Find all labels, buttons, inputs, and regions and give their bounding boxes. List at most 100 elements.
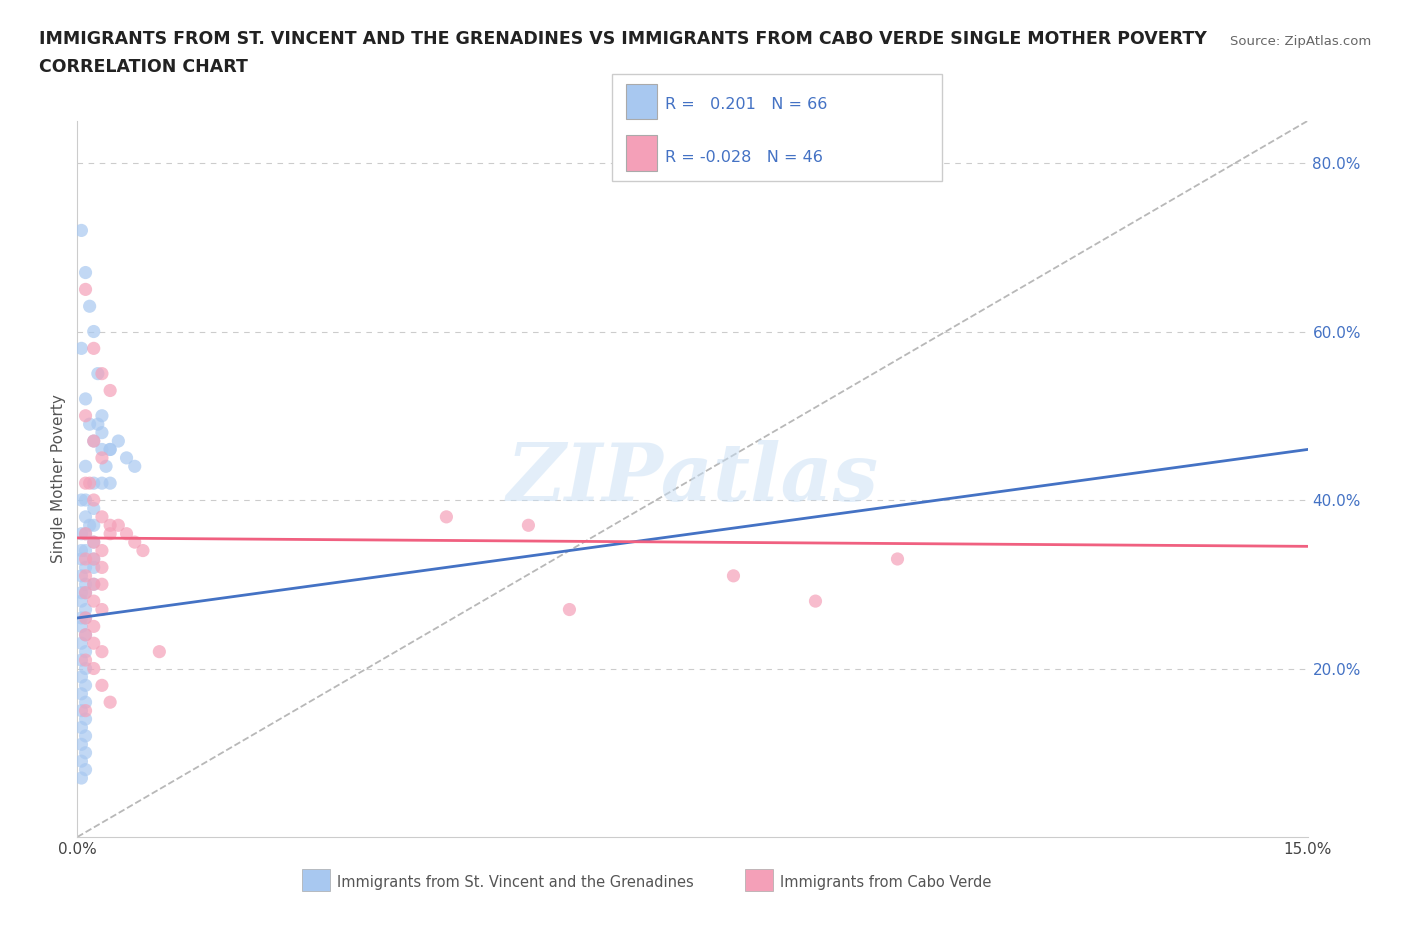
Text: IMMIGRANTS FROM ST. VINCENT AND THE GRENADINES VS IMMIGRANTS FROM CABO VERDE SIN: IMMIGRANTS FROM ST. VINCENT AND THE GREN… [39,30,1208,47]
Point [75,458,97,473]
Point [70,341,93,356]
Point [83,577,105,591]
Point [75,610,97,625]
Point [115,526,138,541]
Point [75,628,97,643]
Point [75,265,97,280]
Point [90,644,114,659]
Point [83,476,105,491]
Text: CORRELATION CHART: CORRELATION CHART [39,58,249,75]
Point [75,408,97,423]
Point [70,737,93,751]
Point [107,518,129,533]
Point [70,585,93,600]
Point [79,476,101,491]
Point [87,417,110,432]
Point [70,653,93,668]
Point [75,560,97,575]
Point [70,551,93,566]
Point [83,577,105,591]
Point [70,543,93,558]
Point [804,593,827,608]
Text: R = -0.028   N = 46: R = -0.028 N = 46 [665,150,823,166]
Point [70,593,93,608]
Point [70,610,93,625]
Point [90,560,114,575]
Text: Immigrants from Cabo Verde: Immigrants from Cabo Verde [780,875,991,890]
Point [75,644,97,659]
Point [83,518,105,533]
Point [90,678,114,693]
Point [79,518,101,533]
Point [70,493,93,508]
Point [75,392,97,406]
Point [79,299,101,313]
Point [83,433,105,448]
Point [98,442,121,457]
Point [83,341,105,356]
Point [98,476,121,491]
Point [83,619,105,634]
Point [517,518,540,533]
Point [124,458,146,473]
Text: Immigrants from St. Vincent and the Grenadines: Immigrants from St. Vincent and the Gren… [337,875,695,890]
Point [70,686,93,701]
Point [98,526,121,541]
Point [90,408,114,423]
Point [75,610,97,625]
Point [70,753,93,768]
Point [90,442,114,457]
Point [436,510,458,525]
Point [75,695,97,710]
Point [83,324,105,339]
Point [132,543,155,558]
Point [70,223,93,238]
Point [886,551,908,566]
Point [75,526,97,541]
Point [83,636,105,651]
Point [90,602,114,617]
Point [87,366,110,381]
Point [79,417,101,432]
Point [83,661,105,676]
Point [75,602,97,617]
Point [70,568,93,583]
Point [70,670,93,684]
Point [83,593,105,608]
Point [75,711,97,726]
Point [75,661,97,676]
Point [70,703,93,718]
Point [90,450,114,465]
Point [83,535,105,550]
Point [75,653,97,668]
Point [75,526,97,541]
Point [75,510,97,525]
Point [558,602,581,617]
Point [723,568,745,583]
Point [90,425,114,440]
Point [90,510,114,525]
Point [75,745,97,760]
Point [83,493,105,508]
Point [75,585,97,600]
Point [70,771,93,786]
Point [98,518,121,533]
Point [90,476,114,491]
Point [75,678,97,693]
Point [107,433,129,448]
Point [70,636,93,651]
Point [90,577,114,591]
Text: R =   0.201   N = 66: R = 0.201 N = 66 [665,97,827,112]
Point [124,535,146,550]
Point [75,585,97,600]
Point [75,568,97,583]
Point [83,551,105,566]
Point [115,450,138,465]
Point [75,763,97,777]
Point [75,476,97,491]
Point [75,282,97,297]
Point [75,551,97,566]
Point [83,560,105,575]
Point [83,433,105,448]
Point [70,720,93,735]
